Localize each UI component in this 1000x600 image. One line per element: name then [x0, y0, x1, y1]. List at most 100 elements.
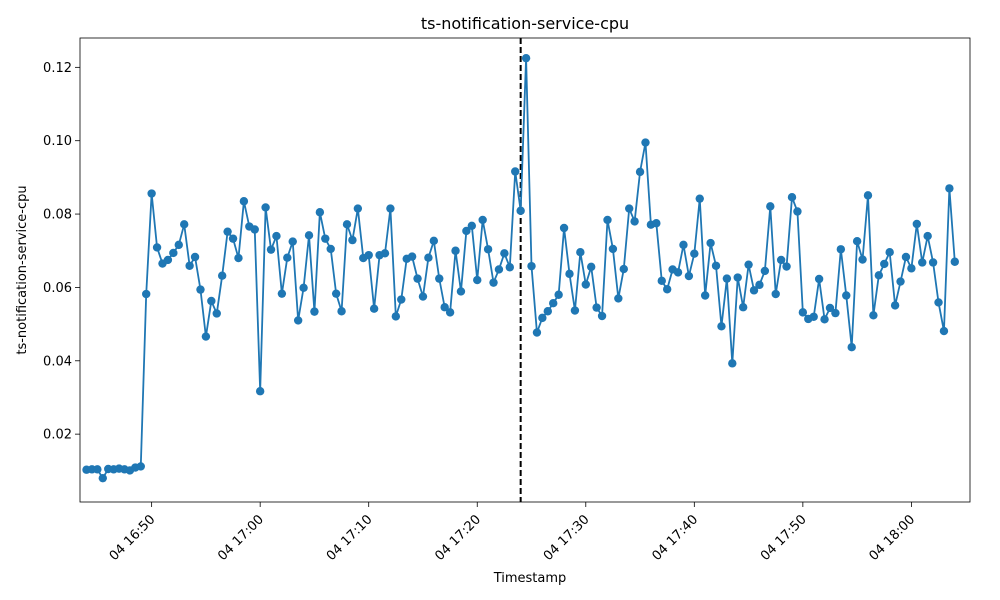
x-tick-label: 04 17:40: [649, 512, 701, 564]
data-point: [592, 303, 601, 312]
data-point: [407, 252, 417, 261]
data-point: [657, 276, 666, 286]
data-point: [369, 304, 379, 313]
data-point: [467, 221, 477, 230]
data-point: [728, 359, 737, 368]
data-point: [473, 275, 482, 285]
data-point: [543, 307, 552, 316]
data-point: [136, 462, 145, 471]
data-point: [809, 312, 818, 321]
data-point: [907, 264, 916, 273]
data-point: [413, 274, 422, 283]
data-point: [261, 203, 270, 212]
data-point: [842, 291, 851, 300]
data-point: [283, 253, 292, 262]
data-point: [234, 253, 243, 263]
data-point: [706, 238, 715, 248]
data-point: [825, 303, 835, 313]
data-point: [163, 255, 173, 265]
data-point: [489, 278, 498, 287]
data-point: [299, 283, 308, 292]
data-point: [733, 273, 742, 282]
data-point: [836, 245, 846, 254]
data-point: [277, 289, 287, 298]
data-point: [690, 249, 699, 258]
data-point: [239, 197, 249, 206]
data-point: [918, 258, 927, 267]
data-point: [673, 268, 683, 277]
y-tick-label: 0.08: [43, 208, 72, 223]
data-point: [418, 292, 428, 301]
data-point: [717, 322, 726, 331]
data-point: [207, 296, 216, 306]
y-tick-label: 0.10: [43, 134, 72, 149]
data-point: [565, 269, 574, 279]
data-point: [798, 308, 808, 317]
data-point: [321, 234, 330, 243]
x-tick-label: 04 17:50: [758, 512, 810, 564]
data-point: [272, 231, 281, 241]
data-point: [554, 290, 563, 299]
x-tick-label: 04 18:00: [867, 512, 919, 564]
data-point: [760, 266, 770, 276]
data-point: [679, 240, 688, 250]
data-point: [380, 249, 390, 258]
data-point: [934, 298, 943, 307]
data-point: [912, 219, 922, 229]
data-point: [521, 53, 531, 63]
data-point: [619, 264, 628, 274]
data-point: [445, 308, 455, 317]
y-tick-label: 0.04: [43, 354, 72, 369]
data-point: [559, 223, 569, 233]
data-point: [874, 271, 884, 280]
data-point: [337, 307, 346, 316]
data-point: [581, 280, 590, 289]
data-point: [223, 227, 232, 236]
data-point: [315, 208, 325, 217]
y-axis-label: ts-notification-service-cpu: [15, 185, 30, 354]
data-point: [869, 311, 878, 320]
data-point: [771, 289, 780, 299]
data-point: [201, 332, 211, 341]
data-point: [190, 252, 200, 262]
data-point: [738, 303, 748, 312]
x-tick-label: 04 17:10: [324, 512, 376, 564]
data-point: [755, 280, 764, 290]
data-point: [603, 215, 612, 225]
data-point: [483, 245, 493, 254]
data-point: [527, 261, 536, 271]
data-point: [478, 215, 487, 225]
x-tick-label: 04 17:20: [432, 512, 484, 564]
data-point: [820, 315, 829, 324]
data-point: [266, 245, 276, 254]
data-point: [776, 255, 786, 265]
data-point: [608, 244, 618, 254]
data-point: [939, 326, 949, 336]
chart-title: ts-notification-service-cpu: [421, 14, 629, 33]
data-point: [250, 225, 259, 234]
data-point: [538, 313, 547, 323]
data-point: [185, 261, 194, 270]
data-point: [440, 303, 449, 312]
data-point: [814, 274, 824, 284]
data-point: [722, 274, 732, 283]
data-point: [923, 231, 932, 241]
plot-area: [79, 37, 971, 503]
data-point: [500, 249, 509, 258]
data-point: [641, 138, 650, 147]
data-point: [945, 184, 954, 193]
data-point: [288, 237, 297, 246]
data-point: [429, 236, 439, 246]
data-point: [364, 250, 373, 260]
data-point: [852, 237, 862, 246]
y-tick-label: 0.06: [43, 281, 72, 296]
data-point: [435, 274, 444, 283]
data-point: [397, 295, 406, 304]
data-point: [847, 343, 856, 352]
series-group: [82, 53, 959, 483]
data-point: [293, 316, 303, 325]
x-tick-label: 04 17:00: [215, 512, 267, 564]
x-axis-label: Timestamp: [493, 571, 567, 586]
data-point: [630, 217, 639, 226]
